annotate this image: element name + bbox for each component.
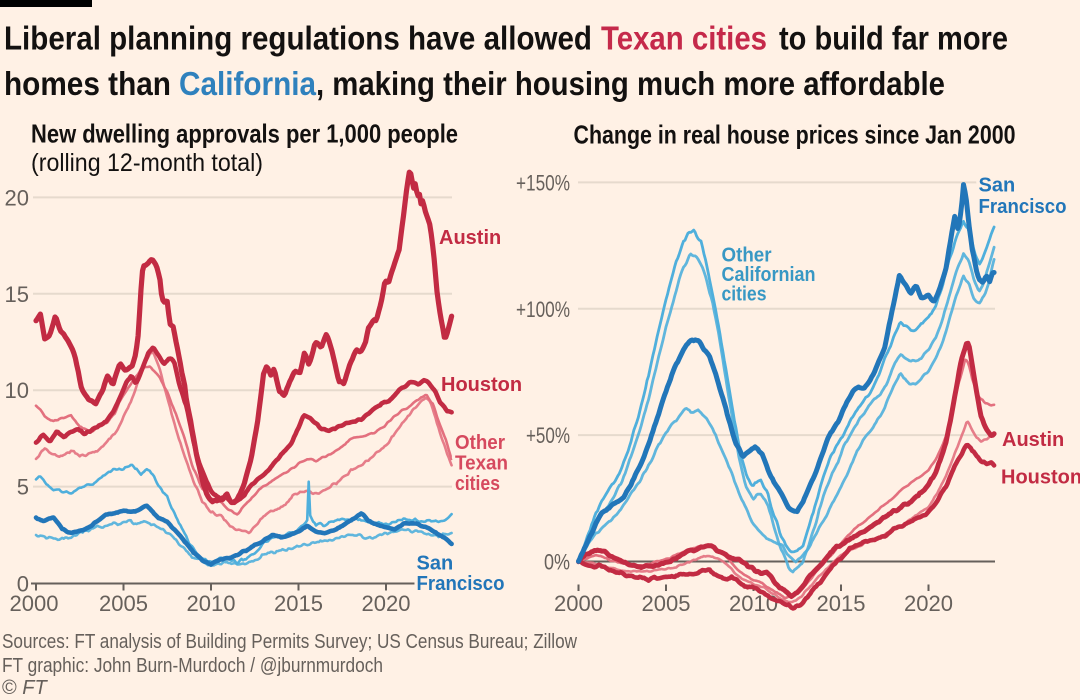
svg-text:Sources: FT analysis of Buildi: Sources: FT analysis of Building Permits… bbox=[2, 631, 577, 653]
svg-text:Austin: Austin bbox=[1002, 429, 1064, 451]
svg-text:2000: 2000 bbox=[10, 591, 59, 616]
svg-text:0: 0 bbox=[17, 572, 29, 597]
svg-text:2015: 2015 bbox=[817, 591, 866, 616]
svg-text:California: California bbox=[179, 65, 317, 102]
svg-text:Other: Other bbox=[722, 245, 772, 267]
svg-text:5: 5 bbox=[17, 475, 29, 500]
svg-text:homes than: homes than bbox=[4, 65, 171, 102]
svg-text:to build far more: to build far more bbox=[779, 20, 1008, 57]
svg-text:2020: 2020 bbox=[362, 591, 411, 616]
svg-text:2005: 2005 bbox=[642, 591, 691, 616]
svg-text:10: 10 bbox=[5, 378, 29, 403]
svg-text:, making their housing much mo: , making their housing much more afforda… bbox=[316, 65, 945, 102]
svg-text:Californian: Californian bbox=[722, 264, 816, 286]
svg-text:Francisco: Francisco bbox=[417, 573, 505, 595]
svg-text:+50%: +50% bbox=[526, 423, 570, 448]
svg-text:Houston: Houston bbox=[441, 374, 522, 396]
svg-text:cities: cities bbox=[455, 473, 500, 495]
svg-text:cities: cities bbox=[722, 284, 767, 306]
svg-text:San: San bbox=[979, 175, 1016, 197]
svg-text:Liberal planning regulations h: Liberal planning regulations have allowe… bbox=[4, 20, 592, 57]
svg-text:San: San bbox=[417, 553, 454, 575]
svg-text:Change in real house prices si: Change in real house prices since Jan 20… bbox=[574, 120, 1016, 150]
svg-text:© FT: © FT bbox=[2, 677, 49, 699]
svg-text:2000: 2000 bbox=[554, 591, 603, 616]
svg-text:20: 20 bbox=[5, 185, 29, 210]
svg-text:Texan cities: Texan cities bbox=[601, 20, 767, 57]
svg-text:2010: 2010 bbox=[187, 591, 236, 616]
svg-text:+100%: +100% bbox=[516, 297, 570, 322]
svg-text:New dwelling approvals per 1,0: New dwelling approvals per 1,000 people bbox=[31, 119, 458, 149]
svg-text:2005: 2005 bbox=[99, 591, 148, 616]
svg-text:+150%: +150% bbox=[516, 170, 570, 195]
svg-text:Other: Other bbox=[455, 432, 505, 454]
svg-text:Francisco: Francisco bbox=[979, 196, 1067, 218]
svg-text:(rolling 12-month total): (rolling 12-month total) bbox=[31, 149, 263, 177]
svg-text:2020: 2020 bbox=[904, 591, 953, 616]
svg-text:2015: 2015 bbox=[274, 591, 323, 616]
svg-text:2010: 2010 bbox=[729, 591, 778, 616]
svg-text:Texan: Texan bbox=[455, 453, 508, 475]
svg-text:FT graphic: John Burn-Murdoch: FT graphic: John Burn-Murdoch / @jburnmu… bbox=[2, 655, 383, 677]
svg-text:0%: 0% bbox=[544, 550, 570, 575]
svg-text:Austin: Austin bbox=[439, 227, 501, 249]
svg-text:15: 15 bbox=[5, 282, 29, 307]
svg-text:Houston: Houston bbox=[1001, 467, 1080, 489]
